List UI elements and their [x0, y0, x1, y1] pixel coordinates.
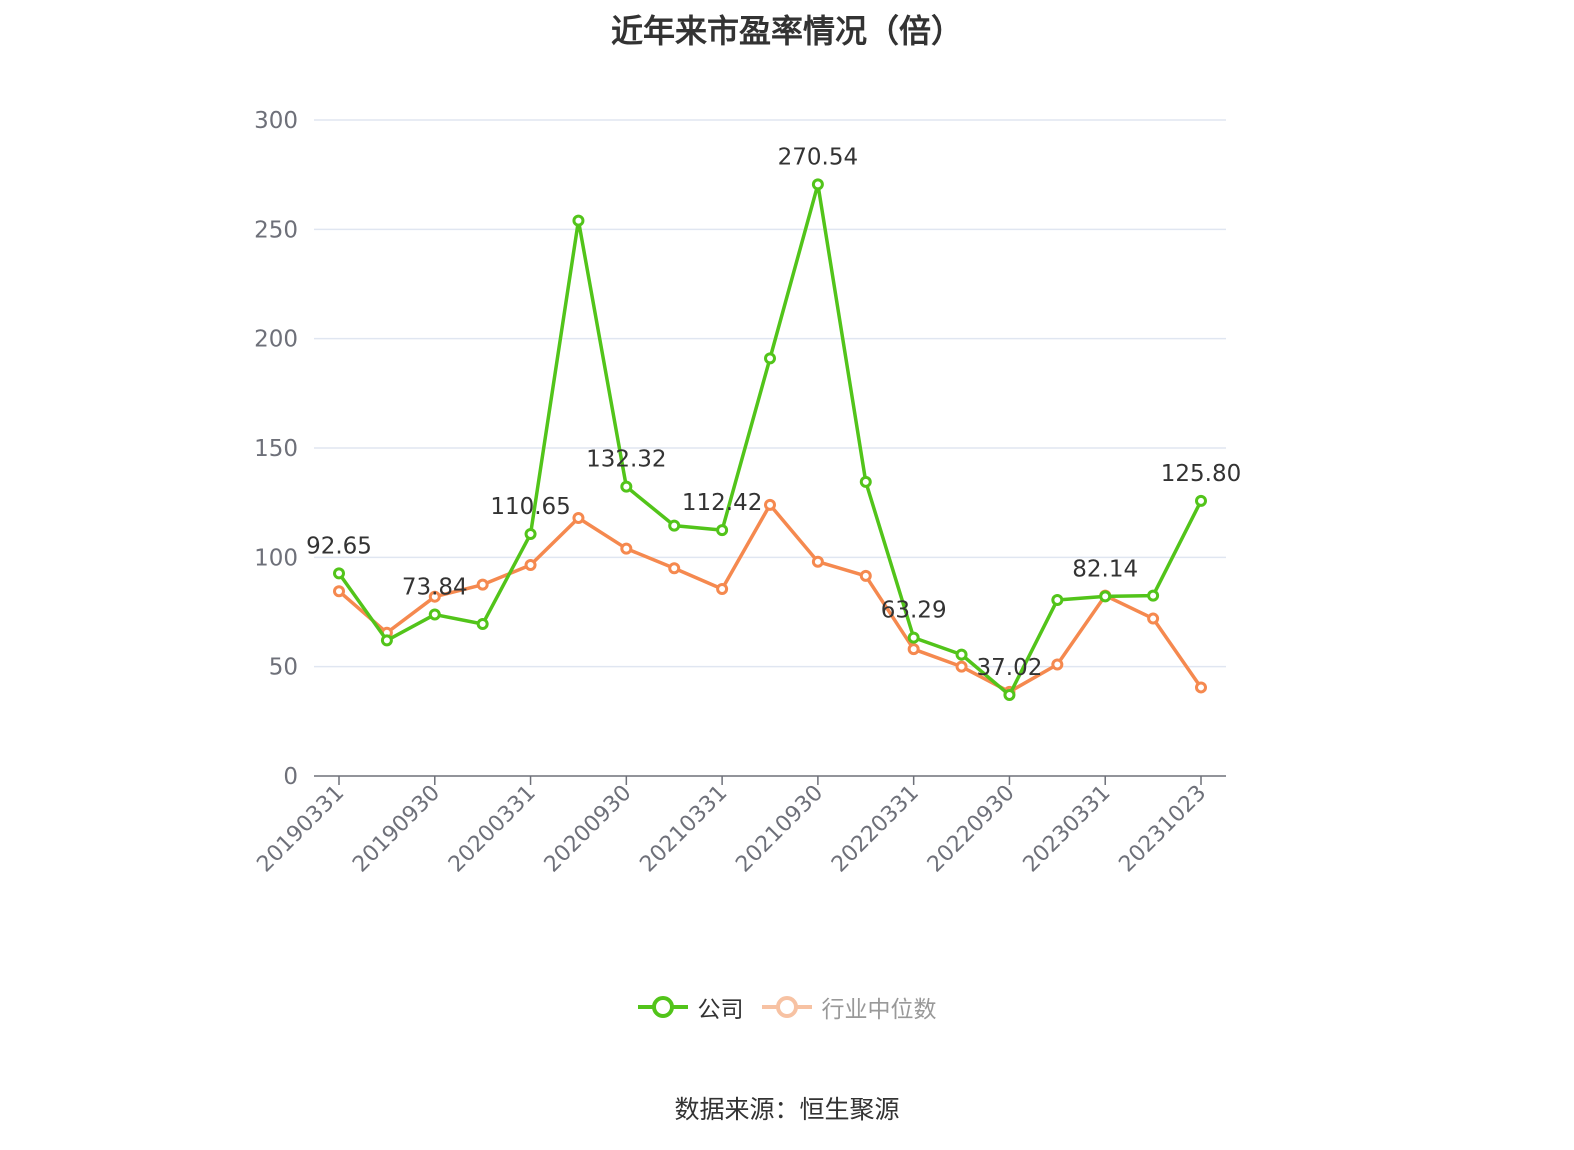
- data-point-1-9: [764, 498, 776, 511]
- data-point-1-4: [524, 558, 537, 571]
- data-point-1-10: [811, 555, 824, 568]
- data-point-0-12: [907, 631, 920, 644]
- data-point-0-16: [1099, 590, 1112, 603]
- data-point-0-8: [716, 524, 729, 537]
- data-point-1-15: [1051, 658, 1064, 671]
- data-point-0-3: [476, 618, 489, 631]
- data-label-8: 112.42: [682, 490, 762, 516]
- data-point-1-6: [620, 542, 633, 555]
- grid-lines: [314, 119, 1226, 668]
- data-point-0-2: [428, 608, 441, 621]
- y-tick-label-50: 50: [269, 655, 298, 681]
- series-lines: [333, 178, 1207, 702]
- data-point-0-9: [764, 352, 776, 365]
- data-label-18: 125.80: [1161, 461, 1241, 487]
- data-point-0-14: [1003, 689, 1016, 702]
- legend-item-company[interactable]: 公司: [637, 990, 744, 1024]
- x-tick-label-20230331: 20230331: [1019, 781, 1116, 878]
- data-point-1-17: [1147, 612, 1160, 625]
- legend-industry-label: 行业中位数: [821, 997, 937, 1023]
- legend: 公司 行业中位数: [0, 990, 1574, 1024]
- data-label-2: 73.84: [402, 575, 468, 601]
- x-tick-label-20210930: 20210930: [731, 781, 828, 878]
- x-tick-label-20210331: 20210331: [635, 781, 732, 878]
- data-point-0-17: [1147, 589, 1160, 602]
- x-tick-label-20190930: 20190930: [348, 781, 445, 878]
- data-point-1-8: [716, 583, 729, 596]
- x-tick-label-20190331: 20190331: [252, 781, 349, 878]
- series-company: [333, 178, 1207, 702]
- data-point-0-6: [620, 480, 633, 493]
- data-labels: 92.65 73.84 110.65 132.32 112.42 270.54 63.29 3…: [306, 144, 1241, 681]
- data-point-1-12: [907, 643, 920, 656]
- data-source: 数据来源：恒生聚源: [674, 1095, 900, 1124]
- y-tick-label-200: 200: [254, 327, 298, 353]
- data-point-0-15: [1051, 593, 1064, 606]
- data-label-0: 92.65: [306, 533, 372, 559]
- data-point-1-3: [476, 578, 489, 591]
- data-label-16: 82.14: [1072, 556, 1138, 582]
- legend-company-label: 公司: [697, 997, 744, 1023]
- data-point-0-5: [572, 214, 585, 227]
- data-point-1-18: [1195, 681, 1207, 694]
- data-label-10: 270.54: [778, 144, 858, 170]
- series-line-0: [337, 182, 1203, 697]
- data-point-0-13: [955, 648, 968, 661]
- data-point-1-11: [859, 569, 872, 582]
- data-label-14: 37.02: [977, 655, 1043, 681]
- legend-industry-symbol-icon: [761, 996, 812, 1018]
- x-tick-label-20200331: 20200331: [444, 781, 541, 878]
- data-point-0-0: [333, 567, 345, 580]
- data-point-0-11: [859, 475, 872, 488]
- data-point-1-2: [428, 590, 441, 603]
- data-point-0-4: [524, 528, 537, 541]
- y-tick-label-150: 150: [254, 436, 298, 462]
- data-label-12: 63.29: [881, 598, 947, 624]
- data-label-6: 132.32: [586, 447, 666, 473]
- data-point-1-7: [668, 562, 681, 575]
- data-point-0-10: [811, 178, 824, 191]
- x-tick-label-20231023: 20231023: [1114, 781, 1211, 878]
- data-label-4: 110.65: [490, 494, 570, 520]
- x-tick-label-20220930: 20220930: [923, 781, 1020, 878]
- data-point-0-18: [1195, 494, 1207, 507]
- data-point-0-7: [668, 519, 681, 532]
- legend-company-symbol-icon: [637, 996, 688, 1018]
- y-tick-label-100: 100: [254, 545, 298, 571]
- data-point-1-5: [572, 511, 585, 524]
- chart-title: 近年来市盈率情况（倍）: [610, 12, 963, 50]
- data-point-0-1: [380, 634, 393, 647]
- data-point-1-0: [333, 585, 345, 598]
- y-tick-label-0: 0: [283, 764, 298, 790]
- data-point-1-13: [955, 660, 968, 673]
- y-tick-label-300: 300: [254, 108, 298, 134]
- y-tick-label-250: 250: [254, 217, 298, 243]
- legend-item-industry-median[interactable]: 行业中位数: [761, 990, 937, 1024]
- x-tick-label-20200930: 20200930: [540, 781, 637, 878]
- x-tick-label-20220331: 20220331: [827, 781, 924, 878]
